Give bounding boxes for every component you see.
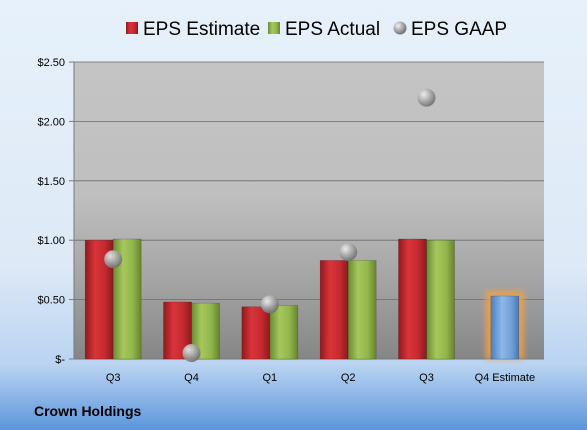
legend-item: EPS Actual [268,19,380,40]
bar-eps-estimate [319,260,349,360]
x-tick-label: Q4 [184,372,199,384]
bar-eps-actual [347,260,377,360]
y-tick-label: $1.50 [37,176,65,188]
point-eps-gaap [104,250,123,269]
x-tick-label: Q4 Estimate [475,372,536,384]
x-tick-label: Q2 [341,372,356,384]
y-tick-label: $2.50 [37,57,65,69]
bar-eps-actual [269,305,299,360]
x-tick-label: Q1 [262,372,277,384]
x-tick-label: Q3 [419,372,434,384]
company-name: Crown Holdings [34,403,142,419]
point-eps-gaap [260,295,279,314]
plot-area [74,62,544,359]
point-eps-gaap [339,243,358,262]
bar-eps-estimate [398,238,427,360]
y-tick-label: $2.00 [37,116,65,128]
legend-swatch [126,22,138,34]
legend-label: EPS Estimate [143,19,260,40]
y-tick-label: $0.50 [37,295,65,307]
legend-swatch [393,21,407,35]
point-eps-gaap [417,88,436,107]
legend-label: EPS GAAP [411,19,507,40]
y-tick-label: $1.00 [37,235,65,247]
y-tick-label: $- [55,354,65,366]
legend-label: EPS Actual [285,19,380,40]
bar-eps-estimate [241,306,271,360]
legend-item: EPS Estimate [126,19,260,40]
bar-eps-actual [426,239,455,360]
x-tick-label: Q3 [106,372,121,384]
legend-swatch [268,22,280,34]
legend-item: EPS GAAP [393,19,507,40]
bar-q4-estimate [490,295,520,360]
point-eps-gaap [182,344,201,363]
